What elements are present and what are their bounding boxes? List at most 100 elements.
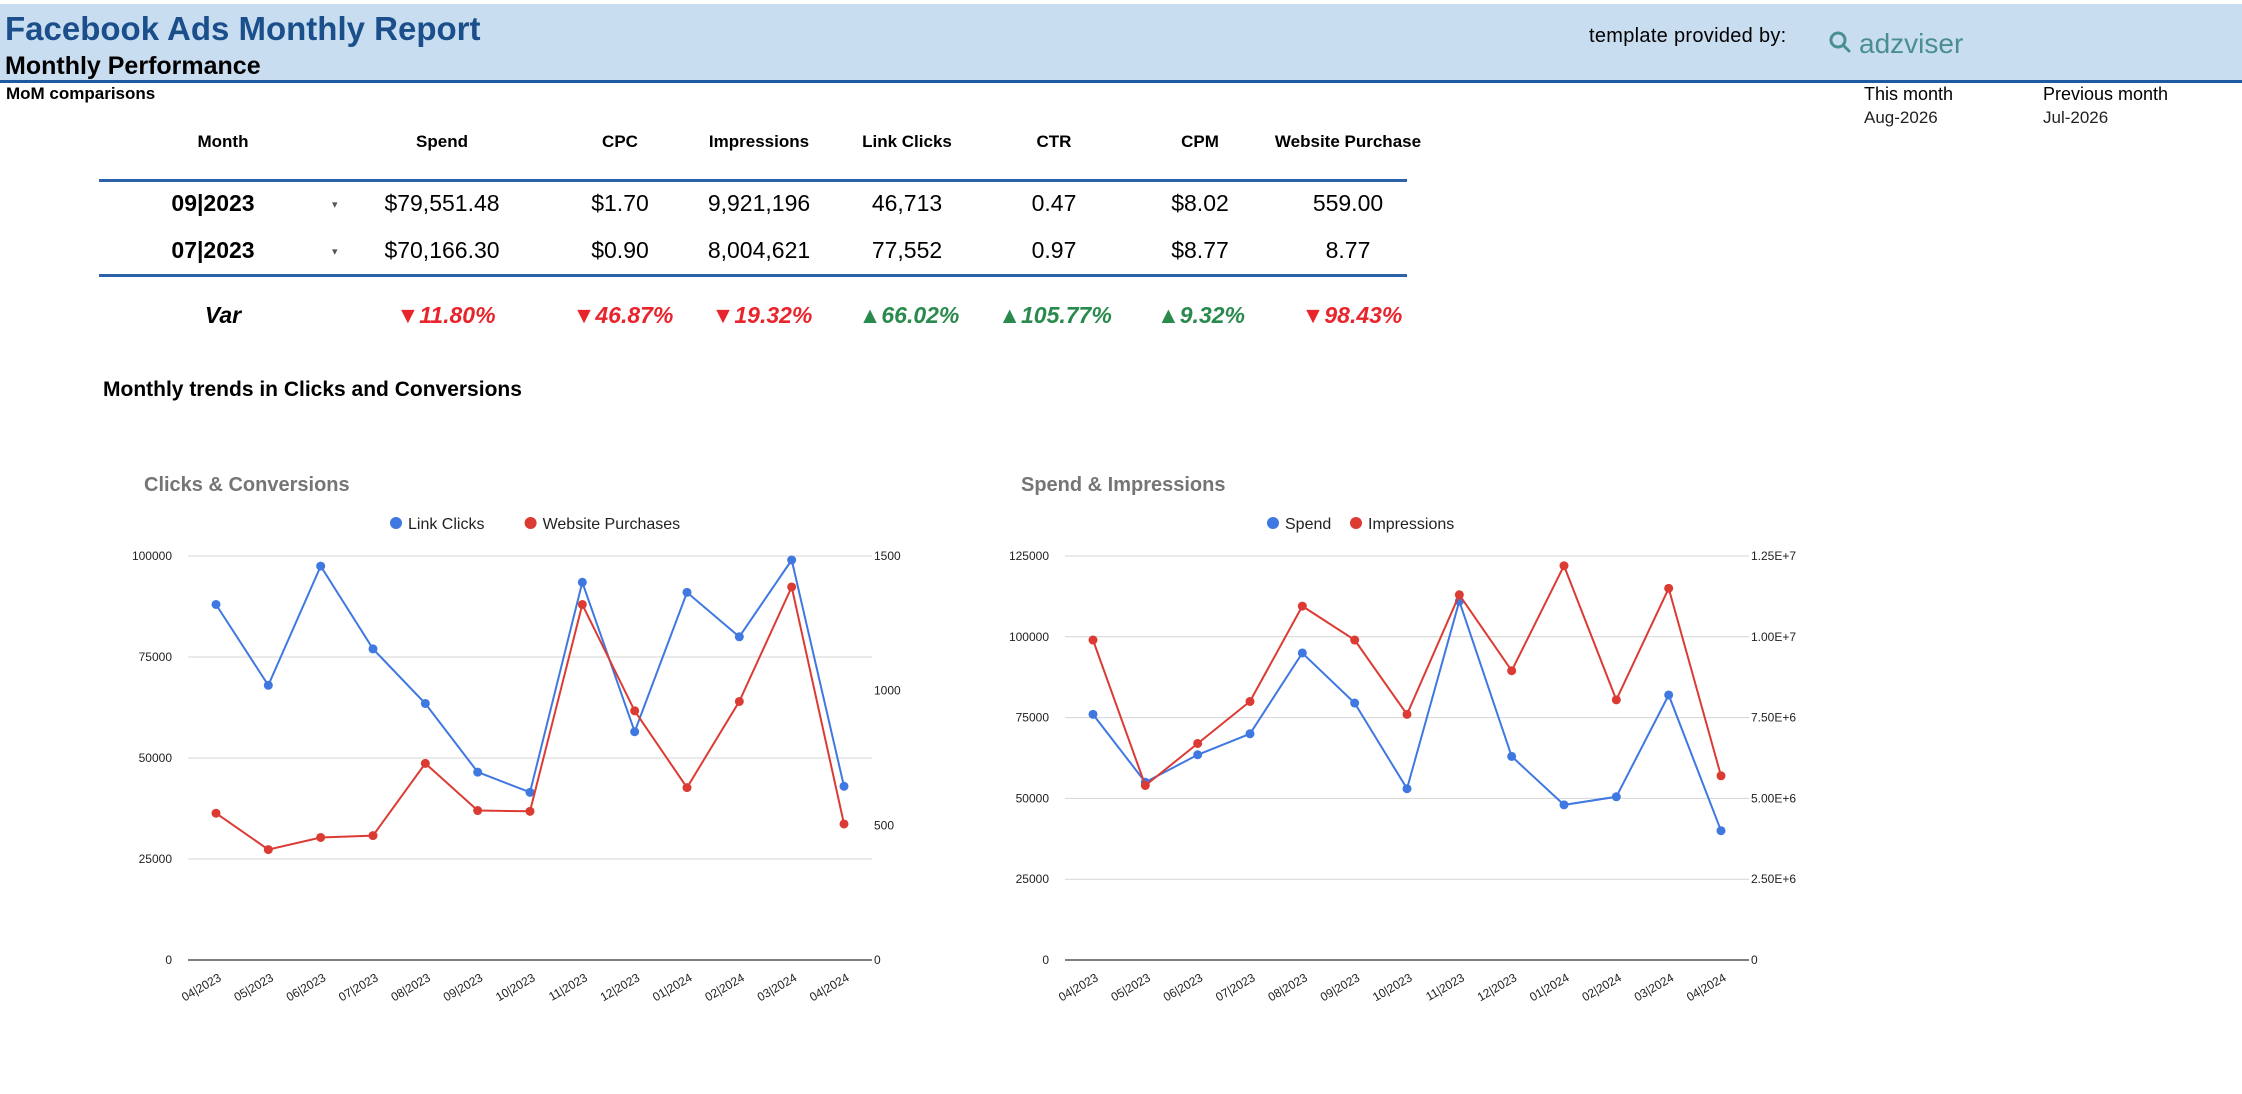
x-tick-label: 12|2023 [1475, 970, 1520, 1004]
x-tick-label: 05|2023 [231, 970, 276, 1004]
row1-impressions: 9,921,196 [707, 190, 811, 216]
x-tick-label: 02|2024 [702, 970, 747, 1004]
this-month-label: This month [1864, 84, 1954, 104]
y-right-tick-label: 1.00E+7 [1751, 630, 1796, 644]
row1-month-dropdown-icon[interactable]: ▾ [332, 199, 338, 211]
x-tick-label: 07|2023 [1213, 970, 1258, 1004]
data-point-impressions [1611, 695, 1621, 705]
chart-title: Clicks & Conversions [144, 474, 350, 496]
data-point-impressions [1559, 561, 1569, 571]
legend-marker-1 [524, 517, 537, 529]
data-point-website-purchases [839, 819, 849, 829]
data-point-website-purchases [211, 808, 221, 818]
y-right-tick-label: 2.50E+6 [1751, 872, 1796, 886]
logo-text: adzviser [1859, 28, 1964, 59]
row2-purchase: 8.77 [1325, 237, 1371, 263]
y-left-tick-label: 100000 [1009, 630, 1049, 644]
data-point-spend [1297, 648, 1307, 658]
x-tick-label: 01|2024 [650, 970, 695, 1004]
x-tick-label: 11|2023 [1423, 970, 1467, 1003]
y-left-tick-label: 25000 [139, 852, 173, 866]
this-month-value[interactable]: Aug-2026 [1864, 108, 1938, 127]
data-point-impressions [1507, 666, 1517, 676]
data-point-link-clicks [839, 781, 849, 791]
data-point-website-purchases [577, 599, 587, 609]
x-tick-label: 10|2023 [493, 970, 538, 1004]
data-point-website-purchases [263, 845, 273, 855]
previous-month-label: Previous month [2043, 84, 2169, 104]
trends-section-title: Monthly trends in Clicks and Conversions [103, 378, 522, 401]
x-tick-label: 03|2024 [1632, 970, 1677, 1004]
x-tick-label: 04|2023 [1056, 970, 1101, 1004]
y-right-tick-label: 7.50E+6 [1751, 711, 1796, 725]
data-point-spend [1193, 750, 1203, 760]
y-left-tick-label: 25000 [1016, 872, 1050, 886]
data-point-link-clicks [734, 632, 744, 642]
row1-month[interactable]: 09|2023 [171, 190, 255, 216]
x-tick-label: 11|2023 [546, 970, 590, 1003]
legend-marker-0 [390, 517, 402, 529]
var-cpm: ▲9.32% [1157, 302, 1245, 328]
col-header-website-purchase: Website Purchase [1274, 132, 1422, 151]
y-right-tick-label: 1500 [874, 549, 901, 563]
col-header-link-clicks: Link Clicks [862, 132, 952, 151]
x-tick-label: 12|2023 [598, 970, 643, 1004]
adzviser-logo[interactable]: adzviser [1827, 28, 1963, 60]
spend-impressions-svg: Spend & Impressions Spend Impressions 0 2500… [1009, 474, 1796, 1004]
mom-section-label: MoM comparisons [6, 84, 156, 103]
data-point-spend [1507, 751, 1517, 761]
table-bottom-rule [99, 274, 1407, 277]
row1-spend: $79,551.48 [384, 190, 500, 216]
row2-cpm: $8.77 [1171, 237, 1229, 263]
data-point-link-clicks [368, 644, 378, 654]
y-right-tick-label: 0 [1751, 953, 1758, 967]
row1-link-clicks: 46,713 [871, 190, 943, 216]
clicks-conversions-svg: Clicks & Conversions Link Clicks Website P… [132, 474, 901, 1004]
row2-month[interactable]: 07|2023 [171, 237, 255, 263]
table-top-rule [99, 179, 1407, 182]
magnifier-icon [1827, 29, 1853, 60]
row2-spend: $70,166.30 [384, 237, 500, 263]
data-point-spend [1088, 709, 1098, 719]
chart-title: Spend & Impressions [1021, 474, 1226, 496]
row1-ctr: 0.47 [1031, 190, 1077, 216]
data-point-impressions [1245, 696, 1255, 706]
var-spend: ▼11.80% [396, 302, 496, 328]
data-point-website-purchases [787, 582, 797, 592]
x-tick-label: 09|2023 [1318, 970, 1363, 1004]
data-point-link-clicks [682, 587, 692, 597]
previous-month-value[interactable]: Jul-2026 [2043, 108, 2109, 127]
spend-impressions-chart[interactable]: Spend & Impressions Spend Impressions 0 2500… [1007, 460, 1807, 1025]
data-point-link-clicks [577, 577, 587, 587]
data-point-impressions [1350, 635, 1360, 645]
col-header-spend: Spend [416, 132, 468, 151]
col-header-month: Month [197, 132, 249, 151]
y-right-tick-label: 1.25E+7 [1751, 549, 1796, 563]
col-header-impressions: Impressions [708, 132, 810, 151]
x-tick-label: 07|2023 [336, 970, 381, 1004]
row1-cpm: $8.02 [1171, 190, 1229, 216]
clicks-conversions-chart[interactable]: Clicks & Conversions Link Clicks Website P… [130, 460, 930, 1025]
y-right-tick-label: 500 [874, 818, 894, 832]
data-point-website-purchases [734, 696, 744, 706]
report-title: Facebook Ads Monthly Report [5, 10, 481, 47]
y-left-tick-label: 0 [1042, 953, 1049, 967]
var-link-clicks: ▲66.02% [858, 302, 960, 328]
y-right-tick-label: 1000 [874, 684, 901, 698]
y-left-tick-label: 75000 [139, 650, 173, 664]
data-point-link-clicks [316, 561, 326, 571]
legend-label-0: Link Clicks [408, 516, 484, 533]
data-point-spend [1559, 800, 1569, 810]
x-tick-label: 01|2024 [1527, 970, 1572, 1004]
x-tick-label: 04|2024 [807, 970, 852, 1004]
data-point-link-clicks [420, 698, 430, 708]
legend-marker-0 [1267, 517, 1279, 529]
data-point-website-purchases [682, 783, 692, 793]
data-point-impressions [1140, 780, 1150, 790]
col-header-ctr: CTR [1036, 132, 1072, 151]
data-point-spend [1402, 784, 1412, 794]
x-tick-label: 02|2024 [1579, 970, 1624, 1004]
row2-month-dropdown-icon[interactable]: ▾ [332, 246, 338, 258]
data-point-spend [1611, 792, 1621, 802]
data-point-impressions [1088, 635, 1098, 645]
